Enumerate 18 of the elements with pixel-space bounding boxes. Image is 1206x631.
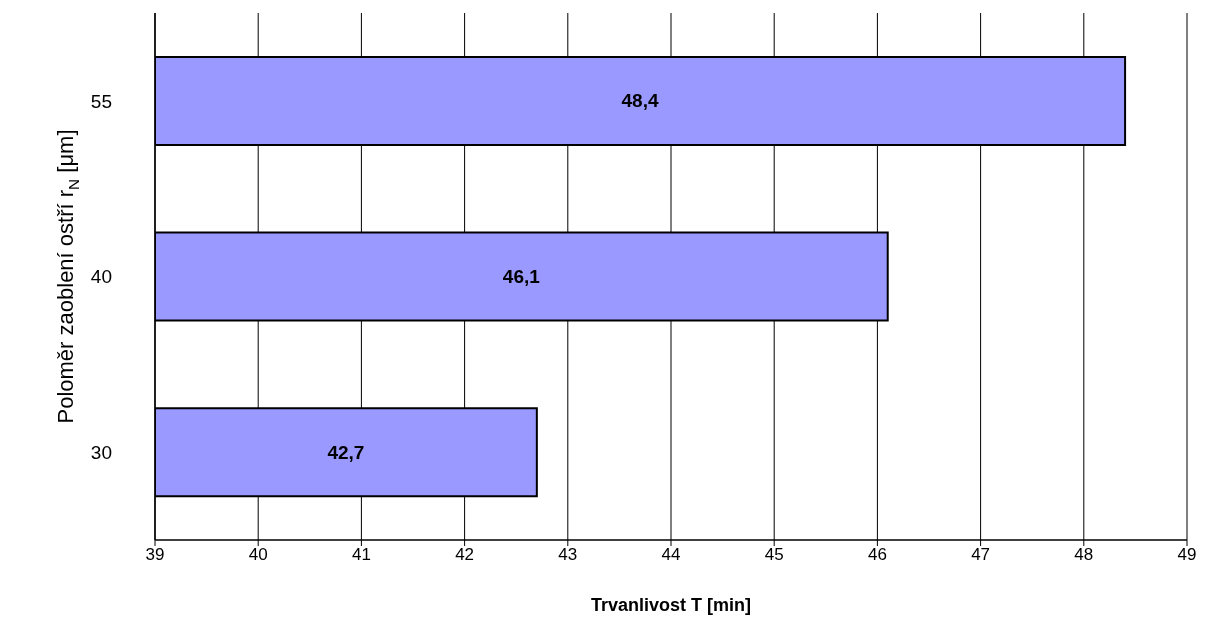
x-tick-label: 41 xyxy=(351,545,371,565)
x-tick-label: 47 xyxy=(971,545,991,565)
y-tick-label: 40 xyxy=(90,266,112,288)
data-label: 48,4 xyxy=(621,90,659,112)
x-tick-label: 49 xyxy=(1177,545,1197,565)
x-tick-label: 44 xyxy=(661,545,681,565)
x-tick-label: 45 xyxy=(764,545,784,565)
x-tick-label: 42 xyxy=(455,545,475,565)
x-tick-label: 40 xyxy=(248,545,268,565)
x-tick-label: 39 xyxy=(145,545,165,565)
x-tick-label: 48 xyxy=(1074,545,1094,565)
data-label: 46,1 xyxy=(502,266,541,288)
x-tick-label: 43 xyxy=(558,545,578,565)
x-axis-title: Trvanlivost T [min] xyxy=(590,595,752,615)
y-tick-label: 55 xyxy=(90,90,112,112)
data-label: 42,7 xyxy=(327,441,365,463)
y-tick-label: 30 xyxy=(90,441,112,463)
x-tick-label: 46 xyxy=(867,545,887,565)
